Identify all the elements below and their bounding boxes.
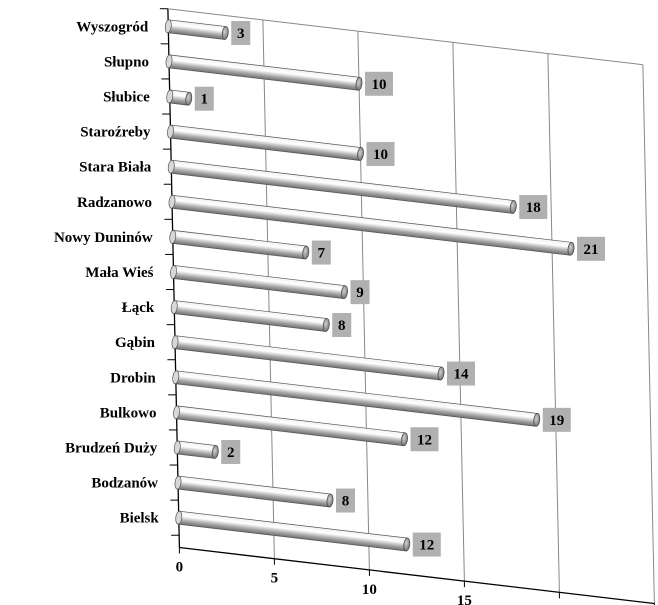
category-labels: Wyszogród Słupno Słubice Staroźreby Stara Bi…: [54, 19, 159, 526]
bar: [168, 194, 575, 256]
category-label: Gąbin: [115, 335, 156, 351]
data-label-text: 8: [342, 494, 350, 510]
x-tick-label: 15: [457, 593, 472, 605]
data-label: 2: [221, 439, 241, 464]
data-label: 10: [366, 141, 395, 166]
bar: [171, 335, 445, 381]
data-label: 1: [194, 86, 214, 111]
gridline: [642, 64, 655, 604]
data-label-text: 14: [454, 367, 470, 383]
data-label-text: 7: [318, 246, 326, 262]
data-label-text: 3: [237, 26, 245, 42]
data-label: 12: [410, 427, 439, 452]
data-label-text: 12: [417, 432, 432, 448]
bar: [170, 265, 348, 299]
category-label: Radzanowo: [77, 195, 152, 211]
data-label-text: 12: [419, 538, 434, 554]
data-label-text: 21: [584, 242, 599, 258]
bar: [169, 230, 310, 260]
x-tick-label: 10: [362, 582, 377, 598]
bar: [166, 89, 193, 106]
category-label: Bielsk: [120, 511, 160, 527]
category-label: Słupno: [104, 54, 149, 70]
category-label: Mała Wieś: [85, 265, 153, 281]
bar: [170, 300, 330, 332]
category-label: Bodzanów: [91, 476, 158, 492]
top-edge: [167, 8, 643, 66]
category-label: Wyszogród: [76, 19, 149, 35]
bars: 3 10 1 10 18 21 7 9 8 14 19 12 2 8 12: [164, 19, 606, 557]
grid: [159, 8, 655, 605]
data-label: 9: [350, 280, 370, 305]
data-label: 3: [231, 21, 251, 46]
data-label: 7: [311, 240, 331, 265]
data-label: 12: [412, 532, 441, 557]
category-label: Brudzeń Duży: [65, 440, 158, 456]
category-label: Bulkowo: [100, 405, 157, 421]
bar: [164, 19, 229, 40]
data-label: 8: [332, 313, 352, 338]
category-label: Stara Biała: [79, 160, 152, 176]
gridline: [547, 53, 560, 593]
data-label: 14: [447, 361, 476, 386]
bar: [174, 475, 334, 508]
x-tick-label: 0: [176, 560, 184, 576]
data-label-text: 19: [549, 413, 564, 429]
category-label: Słubice: [103, 89, 150, 105]
data-label: 21: [577, 236, 606, 261]
category-label: Nowy Duninów: [54, 230, 153, 246]
bar: [165, 54, 363, 91]
data-label: 8: [336, 488, 356, 513]
data-label-text: 10: [373, 147, 388, 163]
category-label: Drobin: [110, 370, 156, 386]
category-label: Łąck: [122, 300, 155, 316]
data-label-text: 8: [338, 318, 346, 334]
x-tick-labels: 0510152025: [176, 560, 567, 605]
x-tick-label: 5: [271, 571, 279, 587]
data-label-text: 9: [356, 285, 364, 301]
bar: [173, 440, 219, 459]
bar: [167, 124, 364, 161]
data-label-text: 1: [201, 92, 209, 108]
data-label: 10: [365, 71, 394, 96]
bar: [173, 405, 408, 447]
floor-edge: [179, 546, 655, 605]
data-label-text: 18: [526, 200, 541, 216]
data-label: 19: [542, 407, 571, 432]
bar: [167, 159, 517, 214]
category-label: Staroźreby: [80, 125, 151, 141]
data-label-text: 10: [372, 77, 387, 93]
bar: [175, 510, 411, 552]
data-label-text: 2: [227, 445, 235, 461]
data-label: 18: [519, 195, 548, 220]
gridline: [452, 42, 465, 582]
bar: [172, 370, 541, 427]
